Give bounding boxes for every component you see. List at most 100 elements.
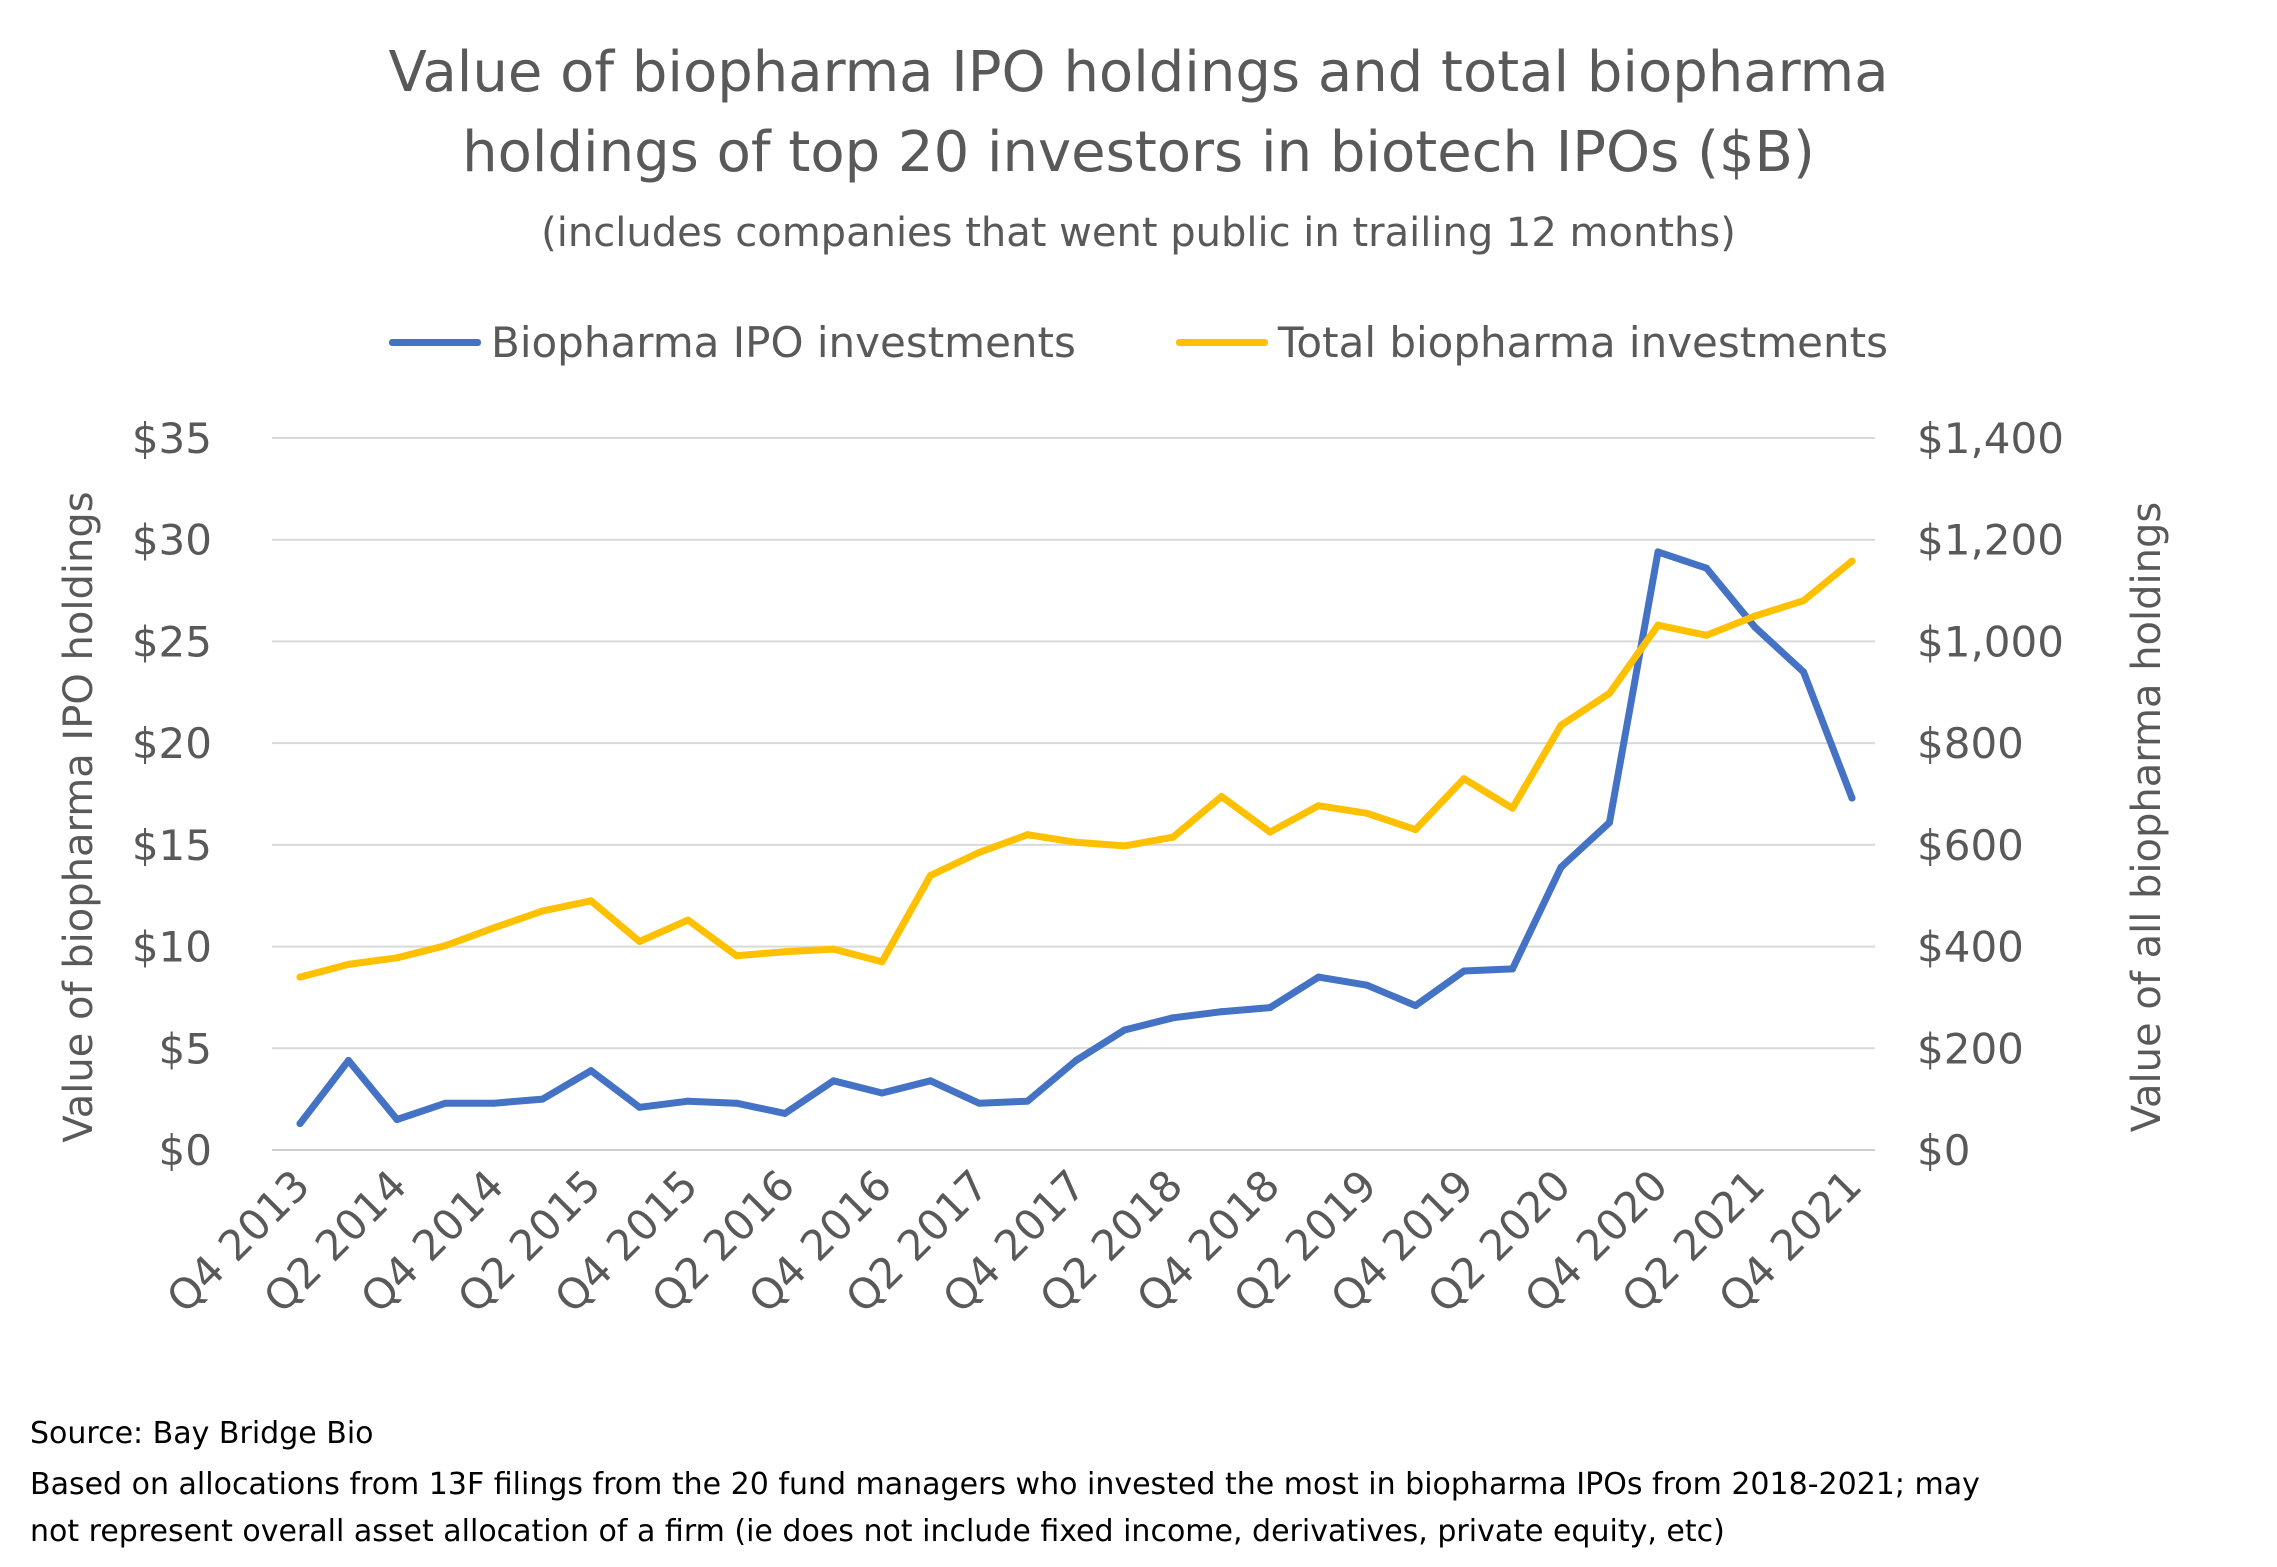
data-point-ipo bbox=[1703, 564, 1710, 572]
left-tick-label: $10 bbox=[132, 923, 212, 972]
right-tick-label: $0 bbox=[1917, 1126, 1970, 1175]
left-tick-label: $35 bbox=[132, 414, 212, 463]
data-point-ipo bbox=[927, 1077, 934, 1085]
data-point-ipo bbox=[1460, 967, 1468, 975]
data-point-ipo bbox=[781, 1109, 789, 1117]
chart-title-line-2: holdings of top 20 investors in biotech … bbox=[462, 120, 1815, 185]
right-tick-label: $400 bbox=[1917, 923, 2024, 972]
left-axis-ticks: $0 $5 $10 $15 $20 $25 $30 $35 bbox=[132, 414, 212, 1175]
data-point-total bbox=[1751, 612, 1759, 620]
data-point-ipo bbox=[1169, 1014, 1177, 1022]
data-point-total bbox=[1460, 775, 1468, 783]
data-point-total bbox=[1800, 597, 1807, 605]
right-axis-ticks: $0 $200 $400 $600 $800 $1,000 $1,200 $1,400 bbox=[1917, 414, 2064, 1175]
data-point-ipo bbox=[1654, 548, 1662, 556]
data-point-ipo bbox=[1606, 818, 1613, 826]
left-tick-label: $0 bbox=[159, 1126, 212, 1175]
data-point-ipo bbox=[1509, 965, 1516, 973]
data-point-total bbox=[1509, 804, 1516, 812]
series-line-ipo bbox=[296, 548, 1856, 1128]
data-point-total bbox=[490, 924, 498, 932]
data-point-ipo bbox=[1751, 623, 1759, 631]
data-point-total bbox=[1121, 842, 1128, 850]
data-point-ipo bbox=[684, 1097, 692, 1105]
data-point-ipo bbox=[490, 1099, 498, 1107]
data-point-total bbox=[1412, 826, 1419, 834]
footnote-line-1: Based on allocations from 13F filings fr… bbox=[30, 1467, 1980, 1502]
data-point-ipo bbox=[1848, 794, 1856, 802]
data-point-ipo bbox=[587, 1067, 595, 1075]
legend-item-ipo: Biopharma IPO investments bbox=[389, 318, 1076, 367]
legend-label-total: Total biopharma investments bbox=[1277, 318, 1888, 367]
chart-subtitle: (includes companies that went public in … bbox=[541, 210, 1736, 256]
data-point-ipo bbox=[539, 1095, 546, 1103]
legend-label-ipo: Biopharma IPO investments bbox=[491, 318, 1076, 367]
left-tick-label: $5 bbox=[159, 1024, 212, 1073]
chart-legend: Biopharma IPO investments Total biopharm… bbox=[0, 318, 2277, 367]
data-point-total bbox=[830, 945, 837, 953]
legend-item-total: Total biopharma investments bbox=[1175, 318, 1888, 367]
data-point-ipo bbox=[393, 1115, 401, 1123]
data-point-ipo bbox=[733, 1099, 740, 1107]
left-tick-label: $20 bbox=[132, 719, 212, 768]
data-point-total bbox=[781, 948, 789, 956]
left-tick-label: $25 bbox=[132, 617, 212, 666]
footnote-line-2: not represent overall asset allocation o… bbox=[30, 1514, 1725, 1549]
data-point-total bbox=[296, 973, 304, 981]
data-point-total bbox=[442, 942, 449, 950]
left-tick-label: $15 bbox=[132, 821, 212, 870]
data-point-total bbox=[1169, 833, 1177, 841]
right-tick-label: $1,400 bbox=[1917, 414, 2064, 463]
data-point-ipo bbox=[1024, 1097, 1031, 1105]
legend-swatch-total bbox=[1175, 339, 1268, 346]
gridlines bbox=[272, 437, 1875, 1151]
data-point-total bbox=[1218, 793, 1225, 801]
data-point-ipo bbox=[1121, 1026, 1128, 1034]
right-tick-label: $800 bbox=[1917, 719, 2024, 768]
data-point-total bbox=[927, 871, 934, 879]
data-point-total bbox=[1024, 831, 1031, 839]
data-point-total bbox=[1703, 631, 1710, 639]
right-tick-label: $1,200 bbox=[1917, 516, 2064, 565]
data-point-ipo bbox=[442, 1099, 449, 1107]
chart-title-line-1: Value of biopharma IPO holdings and tota… bbox=[388, 40, 1889, 105]
data-point-total bbox=[1848, 557, 1856, 565]
series-lines bbox=[296, 548, 1856, 1128]
left-tick-label: $30 bbox=[132, 516, 212, 565]
data-point-ipo bbox=[1072, 1056, 1080, 1064]
data-point-total bbox=[1072, 838, 1080, 846]
data-point-total bbox=[587, 897, 595, 905]
data-point-ipo bbox=[345, 1056, 352, 1064]
data-point-total bbox=[1557, 721, 1565, 729]
data-point-ipo bbox=[1412, 1002, 1419, 1010]
data-point-ipo bbox=[1363, 981, 1371, 989]
legend-swatch-ipo bbox=[389, 339, 481, 346]
data-point-ipo bbox=[296, 1120, 304, 1128]
data-point-total bbox=[345, 960, 352, 968]
data-point-total bbox=[636, 937, 643, 945]
data-point-total bbox=[1654, 621, 1662, 629]
data-point-ipo bbox=[1800, 668, 1807, 676]
right-tick-label: $600 bbox=[1917, 821, 2024, 870]
data-point-total bbox=[1266, 828, 1274, 836]
data-point-total bbox=[393, 954, 401, 962]
left-axis-label: Value of biopharma IPO holdings bbox=[56, 491, 102, 1142]
data-point-total bbox=[975, 848, 983, 856]
footnote-source: Source: Bay Bridge Bio bbox=[30, 1416, 374, 1451]
data-point-total bbox=[1315, 802, 1322, 810]
data-point-total bbox=[1606, 689, 1613, 697]
data-point-ipo bbox=[636, 1103, 643, 1111]
right-tick-label: $200 bbox=[1917, 1024, 2024, 1073]
data-point-total bbox=[684, 916, 692, 924]
data-point-ipo bbox=[878, 1089, 886, 1097]
data-point-total bbox=[1363, 809, 1371, 817]
data-point-ipo bbox=[1557, 863, 1565, 871]
data-point-ipo bbox=[1315, 973, 1322, 981]
data-point-ipo bbox=[975, 1099, 983, 1107]
right-axis-label: Value of all biopharma holdings bbox=[2124, 502, 2170, 1132]
data-point-total bbox=[539, 907, 546, 915]
right-tick-label: $1,000 bbox=[1917, 617, 2064, 666]
data-point-total bbox=[733, 952, 740, 960]
